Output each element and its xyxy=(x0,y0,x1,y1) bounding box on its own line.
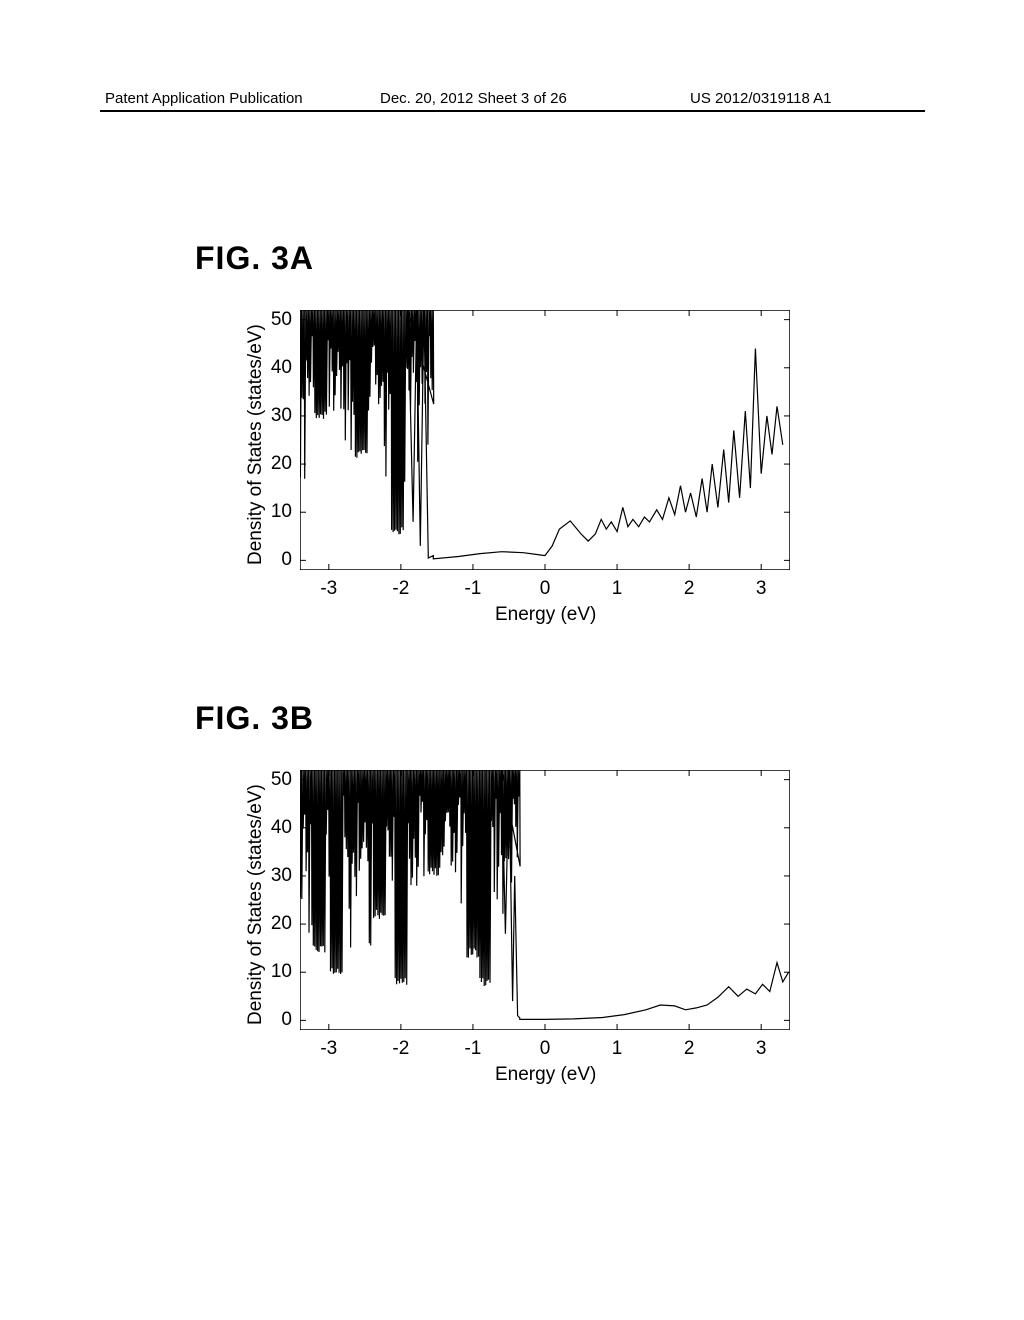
x-tick-label: 2 xyxy=(674,578,704,600)
y-axis-label: Density of States (states/eV) xyxy=(245,784,267,1025)
header-rule xyxy=(100,110,925,112)
x-tick-label: -3 xyxy=(314,578,344,600)
x-tick-label: -2 xyxy=(386,1038,416,1060)
x-tick-label: -2 xyxy=(386,578,416,600)
figure-label-3a: FIG. 3A xyxy=(195,240,314,277)
y-axis-label: Density of States (states/eV) xyxy=(245,324,267,565)
header-doc-number: US 2012/0319118 A1 xyxy=(690,90,832,107)
plot-area xyxy=(300,770,790,1030)
x-axis-label: Energy (eV) xyxy=(495,1064,596,1086)
header-sheet-info: Dec. 20, 2012 Sheet 3 of 26 xyxy=(380,90,567,107)
x-axis-label: Energy (eV) xyxy=(495,604,596,626)
header-publication: Patent Application Publication xyxy=(105,90,303,107)
x-tick-label: 3 xyxy=(746,1038,776,1060)
chart-3a: 01020304050-3-2-10123Density of States (… xyxy=(300,310,790,570)
chart-3b: 01020304050-3-2-10123Density of States (… xyxy=(300,770,790,1030)
x-tick-label: -1 xyxy=(458,578,488,600)
plot-frame xyxy=(300,310,790,570)
x-tick-label: 0 xyxy=(530,1038,560,1060)
x-tick-label: -1 xyxy=(458,1038,488,1060)
plot-area xyxy=(300,310,790,570)
x-tick-label: 3 xyxy=(746,578,776,600)
x-tick-label: -3 xyxy=(314,1038,344,1060)
figure-label-3b: FIG. 3B xyxy=(195,700,314,737)
x-tick-label: 2 xyxy=(674,1038,704,1060)
x-tick-label: 0 xyxy=(530,578,560,600)
x-tick-label: 1 xyxy=(602,1038,632,1060)
x-tick-label: 1 xyxy=(602,578,632,600)
